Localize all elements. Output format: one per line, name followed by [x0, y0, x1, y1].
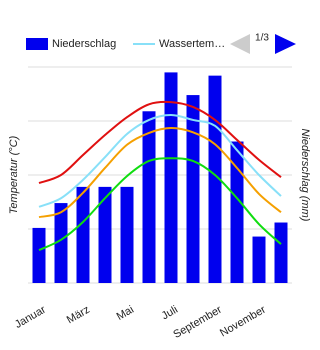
x-tick-label: Januar [13, 304, 48, 331]
legend-page: 1/3 [255, 33, 269, 44]
bar [164, 72, 178, 284]
line [38, 127, 282, 219]
x-tick-label: Juli [160, 304, 180, 323]
bar [142, 111, 156, 283]
line [38, 100, 282, 185]
line [38, 157, 282, 251]
x-tick-label: November [218, 304, 268, 340]
bar [76, 186, 90, 283]
x-tick-label: Mai [115, 304, 136, 323]
bar [230, 141, 244, 283]
legend-label: Wassertem… [159, 38, 225, 50]
y-axis-title: Temperatur (°C) [8, 135, 20, 214]
x-tick-label: September [171, 304, 224, 341]
bar [186, 95, 200, 283]
bar [120, 186, 134, 283]
y2-axis-title: Niederschlag (mm) [299, 129, 311, 222]
bar [32, 227, 46, 283]
legend-swatch [26, 38, 48, 50]
legend-label: Niederschlag [52, 38, 116, 50]
legend-prev[interactable] [230, 34, 250, 54]
legend-next[interactable] [275, 34, 296, 54]
bar [54, 203, 68, 283]
bar [252, 236, 266, 283]
bar [98, 186, 112, 283]
bar [274, 222, 288, 283]
line [38, 114, 282, 208]
x-tick-label: März [65, 304, 92, 327]
